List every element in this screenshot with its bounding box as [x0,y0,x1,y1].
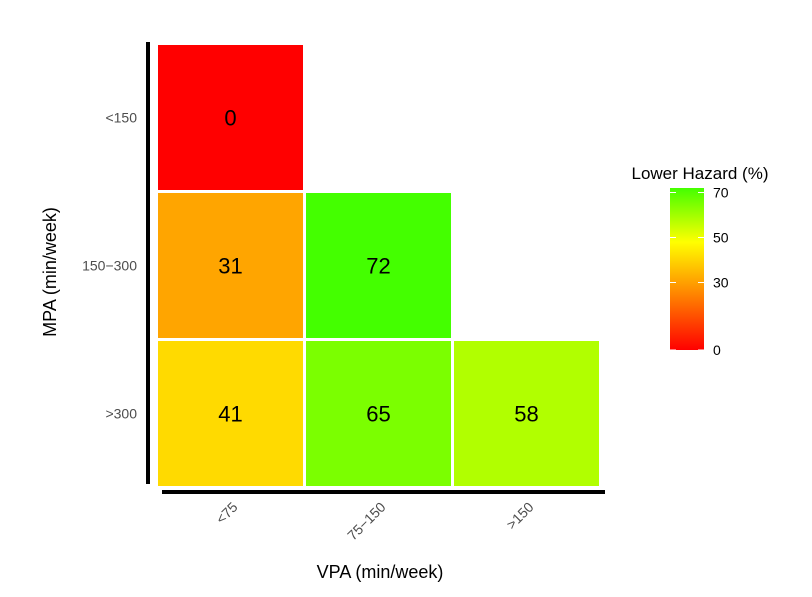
y-tick-label: >300 [105,406,137,422]
cell-value-label: 0 [224,106,236,131]
legend-tick-label: 30 [713,275,729,291]
legend-tick-label: 70 [713,185,729,201]
y-tick-label: <150 [105,110,137,126]
legend: Lower Hazard (%) 0 30 50 70 [632,164,769,358]
legend-colorbar [670,188,704,350]
heatmap-cell-75-150-300 [158,193,303,338]
y-axis-title: MPA (min/week) [40,207,60,337]
y-tick-label: 150−300 [82,258,137,274]
cell-value-label: 72 [366,254,390,279]
legend-title: Lower Hazard (%) [632,164,769,183]
cell-value-label: 65 [366,402,390,427]
heatmap-cell-75-150-300 [306,341,451,486]
cell-value-label: 31 [218,254,242,279]
legend-ticks: 0 30 50 70 [670,185,729,358]
heatmap-cells: 0 31 72 41 65 58 [158,45,599,486]
x-tick-label: <75 [213,499,241,527]
legend-tick-label: 50 [713,230,729,246]
heatmap-cell-75-150 [158,45,303,190]
heatmap-cell-75-150-150-300 [306,193,451,338]
cell-value-label: 58 [514,402,538,427]
x-axis-title: VPA (min/week) [317,562,444,582]
cell-value-label: 41 [218,402,242,427]
x-tick-label: 75−150 [344,499,389,544]
y-tick-labels: <150 150−300 >300 [82,110,137,422]
heatmap-cell-150-300 [454,341,599,486]
x-tick-label: >150 [503,499,537,533]
heatmap-cell-75-300 [158,341,303,486]
x-tick-labels: <75 75−150 >150 [213,499,537,544]
legend-tick-label: 0 [713,342,721,358]
